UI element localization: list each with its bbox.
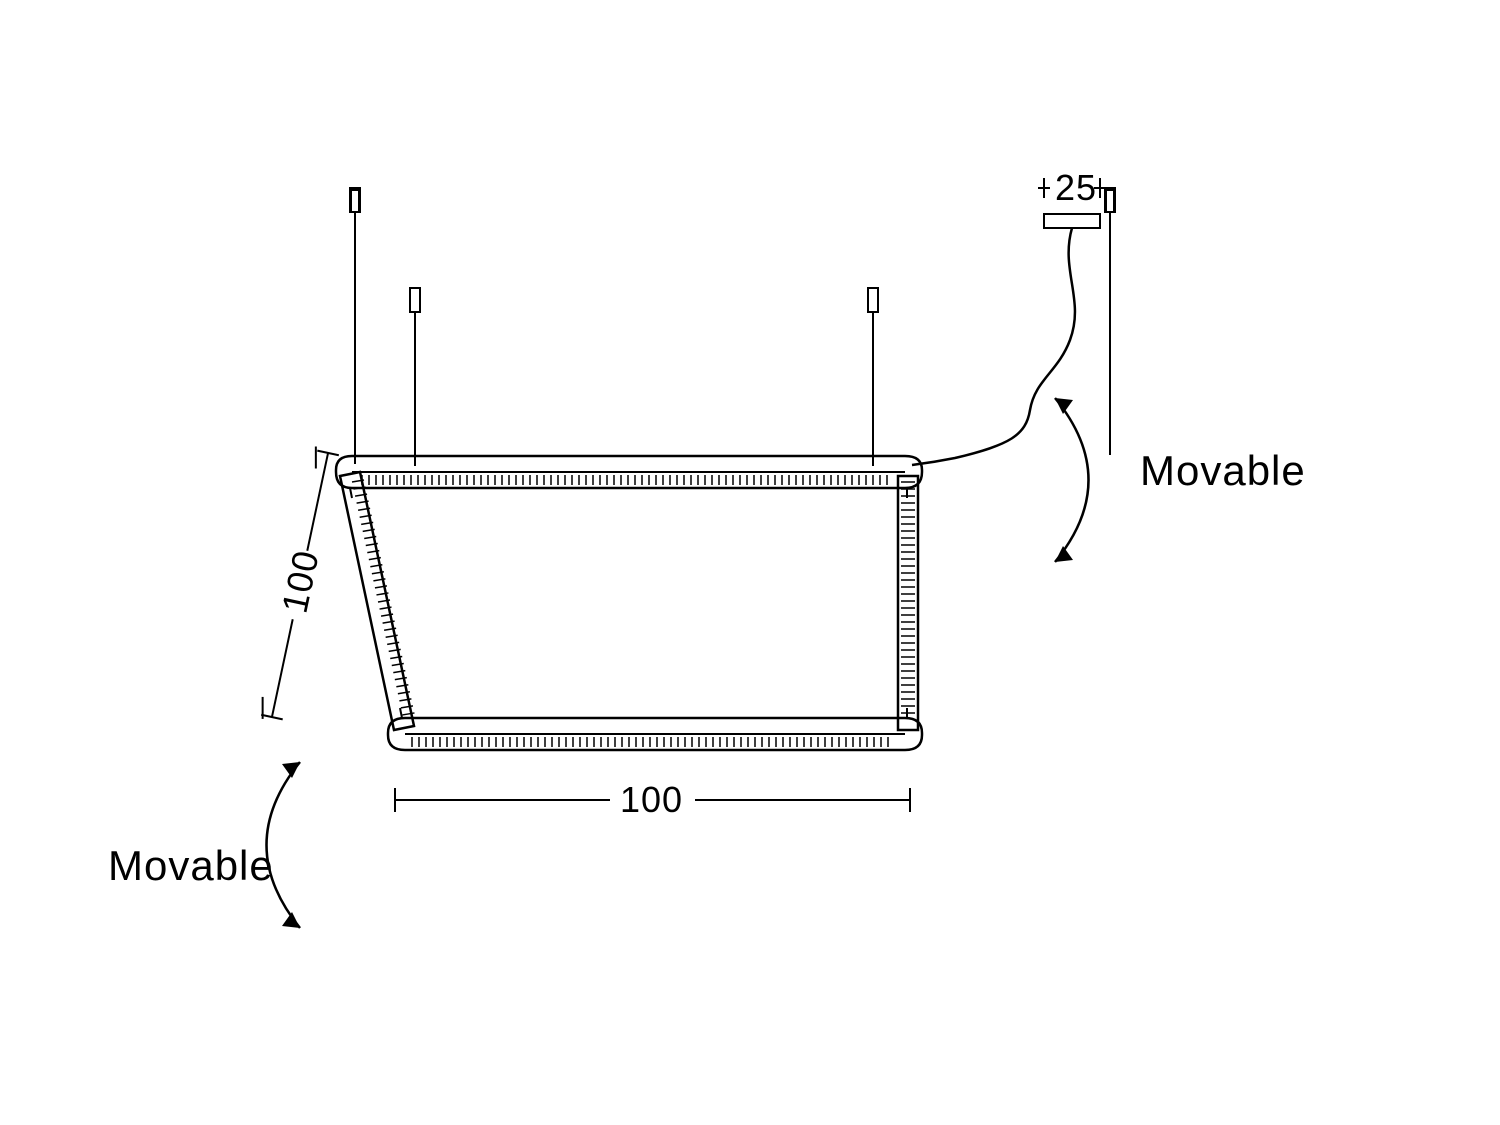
ceiling-stub-3 — [410, 288, 420, 312]
movable-right-label: Movable — [1140, 447, 1306, 494]
hatching-right-bar — [901, 482, 915, 713]
dim-width-value: 100 — [620, 779, 683, 820]
dim-canopy-25: 25 — [1038, 167, 1106, 208]
power-canopy — [1044, 214, 1100, 228]
dim-depth-100-g: 100 — [251, 449, 347, 722]
suspension-back-right — [905, 190, 1114, 464]
technical-drawing: 25 100 — [0, 0, 1500, 1125]
movable-arc-left: Movable — [108, 762, 300, 928]
ceiling-stub-4 — [868, 288, 878, 312]
dim-width-100: 100 — [395, 779, 910, 820]
wire-back-right — [912, 212, 1110, 463]
suspension-wire-back-right — [901, 190, 909, 212]
hatching-back-bar — [362, 475, 887, 485]
hatching-front-bar — [412, 737, 888, 747]
movable-left-label: Movable — [108, 842, 274, 889]
movable-arc-right: Movable — [1055, 398, 1306, 562]
dim-canopy-value: 25 — [1055, 167, 1097, 208]
dim-depth-value: 100 — [274, 546, 327, 616]
luminaire-frame — [336, 456, 922, 750]
